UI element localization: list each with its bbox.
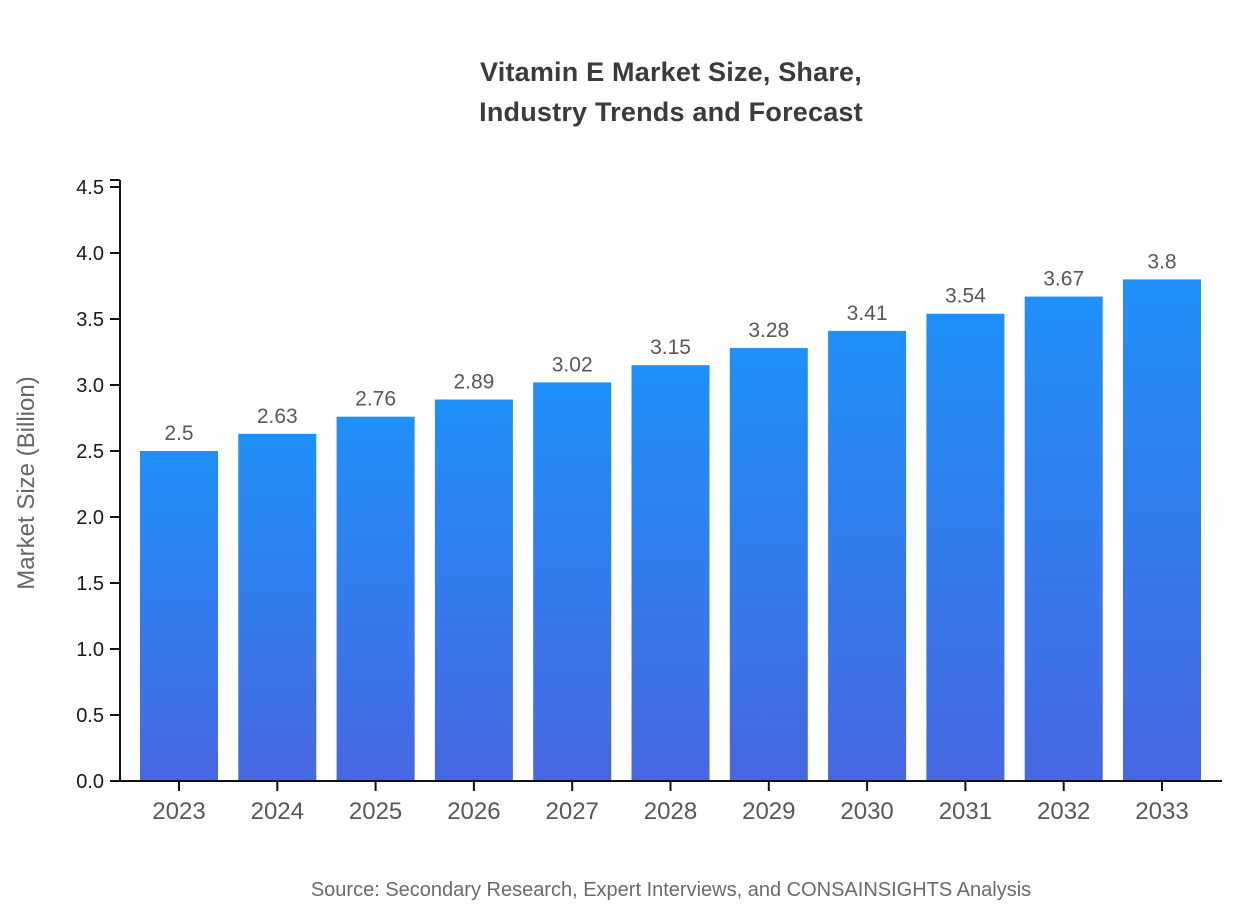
x-tick-label: 2023 <box>152 798 205 825</box>
chart-title-line1: Vitamin E Market Size, Share, <box>480 57 862 87</box>
bar-2025 <box>336 416 415 781</box>
y-tick-label: 4.5 <box>76 177 104 199</box>
bar-2031 <box>926 313 1005 781</box>
bar-value-label: 2.63 <box>257 405 298 428</box>
bar-2026 <box>434 399 513 781</box>
bar-2030 <box>828 330 907 781</box>
bar-value-label: 3.02 <box>552 353 593 376</box>
bar-2023 <box>140 451 218 781</box>
bar-2029 <box>729 348 808 781</box>
chart-title: Vitamin E Market Size, Share, Industry T… <box>120 52 1222 132</box>
y-tick-label: 3.5 <box>76 309 104 331</box>
y-tick-label: 1.5 <box>76 573 104 595</box>
x-tick-label: 2027 <box>546 798 599 825</box>
y-axis-title: Market Size (Billion) <box>13 376 40 589</box>
y-tick-label: 0.0 <box>76 771 104 793</box>
x-tick-label: 2029 <box>742 798 795 825</box>
chart-source-note: Source: Secondary Research, Expert Inter… <box>310 879 1032 901</box>
y-tick-label: 3.0 <box>76 375 104 397</box>
bar-2033 <box>1123 279 1201 781</box>
x-tick-label: 2032 <box>1037 798 1090 825</box>
bar-value-label: 3.8 <box>1147 250 1176 273</box>
bar-2027 <box>533 382 612 781</box>
x-tick-label: 2024 <box>251 798 304 825</box>
x-tick-label: 2025 <box>349 798 402 825</box>
bar-value-label: 2.76 <box>355 388 396 411</box>
chart-title-line2: Industry Trends and Forecast <box>479 97 863 127</box>
bar-2028 <box>631 365 710 781</box>
y-tick-label: 0.5 <box>76 705 104 727</box>
bar-value-label: 2.89 <box>453 371 494 394</box>
y-tick-label: 1.0 <box>76 639 104 661</box>
bar-value-label: 3.54 <box>945 285 986 308</box>
bar-value-label: 3.67 <box>1043 268 1084 291</box>
x-tick-label: 2026 <box>447 798 500 825</box>
x-tick-label: 2031 <box>939 798 992 825</box>
x-tick-label: 2033 <box>1135 798 1188 825</box>
x-tick-label: 2028 <box>644 798 697 825</box>
y-tick-label: 4.0 <box>76 243 104 265</box>
y-tick-label: 2.0 <box>76 507 104 529</box>
x-tick-label: 2030 <box>840 798 893 825</box>
bar-value-label: 3.28 <box>748 319 789 342</box>
bar-2032 <box>1024 296 1103 781</box>
bar-2024 <box>238 433 317 781</box>
bar-value-label: 3.41 <box>847 302 888 325</box>
bar-value-label: 3.15 <box>650 336 691 359</box>
bar-value-label: 2.5 <box>164 422 193 445</box>
y-tick-label: 2.5 <box>76 441 104 463</box>
